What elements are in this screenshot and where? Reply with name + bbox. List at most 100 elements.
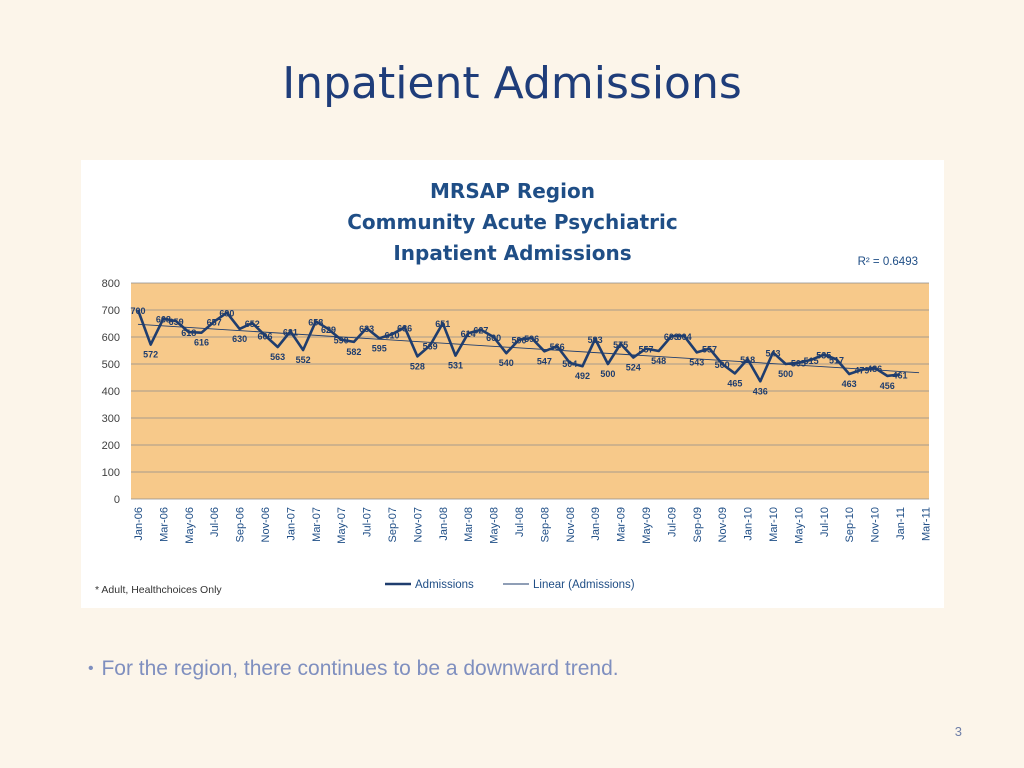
- x-tick-label: Mar-11: [920, 507, 932, 541]
- y-tick-label: 400: [102, 386, 120, 398]
- data-label: 569: [423, 341, 438, 351]
- legend-admissions-label: Admissions: [415, 579, 474, 591]
- data-label: 566: [550, 342, 565, 352]
- x-tick-label: Nov-09: [717, 507, 729, 542]
- data-label: 517: [829, 355, 844, 365]
- data-label: 557: [638, 345, 653, 355]
- data-label: 590: [511, 336, 526, 346]
- x-tick-label: May-10: [793, 507, 805, 544]
- x-tick-label: Mar-09: [616, 507, 628, 542]
- slide-title: Inpatient Admissions: [282, 58, 742, 109]
- x-tick-label: Nov-10: [870, 507, 882, 542]
- chart-title-line-3: Inpatient Admissions: [393, 241, 632, 265]
- data-label: 505: [791, 359, 806, 369]
- x-tick-label: May-07: [336, 507, 348, 544]
- data-label: 528: [410, 361, 425, 371]
- data-label: 465: [727, 378, 742, 388]
- data-label: 492: [575, 371, 590, 381]
- data-label: 690: [219, 309, 234, 319]
- data-label: 651: [435, 319, 450, 329]
- x-tick-label: Sep-06: [235, 507, 247, 542]
- x-tick-label: Jul-10: [819, 507, 831, 537]
- data-label: 547: [537, 356, 552, 366]
- y-tick-label: 100: [102, 467, 120, 479]
- data-label: 600: [486, 333, 501, 343]
- x-tick-label: Sep-07: [387, 507, 399, 542]
- y-tick-label: 0: [114, 494, 120, 506]
- y-tick-label: 600: [102, 332, 120, 344]
- x-tick-label: May-09: [641, 507, 653, 544]
- data-label: 486: [867, 364, 882, 374]
- x-tick-label: Nov-07: [412, 507, 424, 542]
- data-label: 630: [232, 334, 247, 344]
- x-tick-label: Jul-06: [209, 507, 221, 537]
- data-label: 461: [892, 371, 907, 381]
- x-tick-label: Mar-10: [768, 507, 780, 542]
- r-squared-label: R² = 0.6493: [857, 256, 918, 268]
- data-label: 659: [169, 317, 184, 327]
- x-tick-label: Jan-08: [438, 507, 450, 541]
- x-tick-label: May-06: [184, 507, 196, 544]
- data-label: 652: [245, 319, 260, 329]
- data-label: 515: [804, 356, 819, 366]
- data-label: 596: [524, 334, 539, 344]
- data-label: 518: [740, 355, 755, 365]
- data-label: 668: [156, 315, 171, 325]
- bullet-icon: •: [88, 660, 94, 677]
- x-tick-label: Jul-07: [362, 507, 374, 537]
- data-label: 548: [651, 356, 666, 366]
- x-tick-label: May-08: [489, 507, 501, 544]
- data-label: 603: [664, 332, 679, 342]
- chart-title-line-2: Community Acute Psychiatric: [347, 210, 678, 234]
- data-label: 500: [778, 369, 793, 379]
- legend-linear-label: Linear (Admissions): [533, 579, 635, 591]
- data-label: 572: [143, 350, 158, 360]
- chart-container: 0 100 200 300 400 500 600 700 800 Jan-06 Mar-06 May…: [81, 160, 944, 608]
- data-label: 436: [753, 386, 768, 396]
- x-tick-label: Jul-09: [666, 507, 678, 537]
- y-tick-label: 800: [102, 278, 120, 290]
- x-tick-label: Sep-09: [692, 507, 704, 542]
- x-tick-label: Jul-08: [514, 507, 526, 537]
- x-tick-label: Mar-08: [463, 507, 475, 542]
- data-label: 621: [283, 327, 298, 337]
- data-label: 616: [194, 338, 209, 348]
- x-tick-label: Jan-10: [743, 507, 755, 541]
- y-tick-label: 700: [102, 305, 120, 317]
- data-label: 531: [448, 361, 463, 371]
- x-tick-label: Mar-06: [158, 507, 170, 542]
- data-label: 627: [473, 326, 488, 336]
- data-label: 543: [689, 357, 704, 367]
- x-tick-label: Sep-08: [539, 507, 551, 542]
- data-label: 500: [715, 360, 730, 370]
- data-label: 543: [765, 348, 780, 358]
- x-tick-label: Nov-08: [565, 507, 577, 542]
- bullet-text: For the region, there continues to be a …: [101, 657, 619, 680]
- data-label: 636: [397, 323, 412, 333]
- data-label: 606: [257, 331, 272, 341]
- data-label: 456: [880, 381, 895, 391]
- data-label: 604: [677, 332, 692, 342]
- chart-title-line-1: MRSAP Region: [430, 179, 595, 203]
- x-tick-label: Jan-07: [285, 507, 297, 541]
- data-label: 610: [384, 330, 399, 340]
- data-label: 658: [308, 317, 323, 327]
- chart-footnote: * Adult, Healthchoices Only: [95, 584, 222, 596]
- data-label: 633: [359, 324, 374, 334]
- data-label: 657: [207, 318, 222, 328]
- data-label: 557: [702, 345, 717, 355]
- data-label: 479: [854, 366, 869, 376]
- data-label: 700: [130, 306, 145, 316]
- bullet-point: • For the region, there continues to be …: [88, 657, 619, 681]
- data-label: 618: [181, 328, 196, 338]
- data-label: 563: [270, 352, 285, 362]
- page-number: 3: [954, 724, 962, 739]
- data-label: 593: [588, 335, 603, 345]
- data-label: 582: [346, 347, 361, 357]
- x-tick-label: Nov-06: [260, 507, 272, 542]
- data-label: 540: [499, 358, 514, 368]
- y-tick-label: 300: [102, 413, 120, 425]
- data-label: 595: [372, 343, 387, 353]
- data-label: 524: [626, 363, 641, 373]
- admissions-line: [136, 309, 901, 383]
